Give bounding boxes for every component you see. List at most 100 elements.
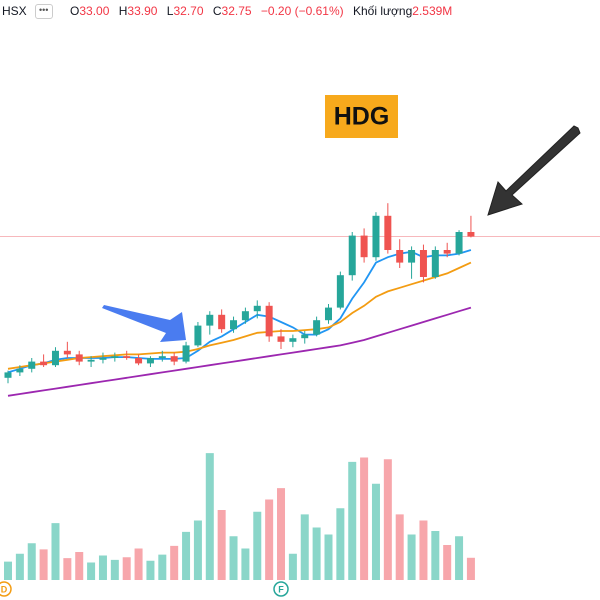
volume-bar — [431, 531, 440, 580]
volume-bar — [110, 559, 119, 580]
volume-bar — [122, 557, 131, 580]
volume-bar — [253, 511, 262, 580]
candle-body — [360, 235, 368, 258]
candle-body — [384, 215, 392, 250]
open-label: O — [70, 4, 80, 18]
event-marker-label: F — [278, 584, 284, 594]
candle-body — [408, 250, 416, 263]
volume-bar — [15, 553, 24, 580]
ma-line — [7, 249, 472, 374]
volume-bar — [4, 561, 12, 580]
volume-bar — [312, 527, 321, 580]
ma-line — [7, 306, 472, 397]
candle-body — [336, 275, 344, 308]
candle-body — [313, 320, 321, 335]
volume-label: Khối lượng — [352, 4, 413, 18]
candle-body — [372, 215, 380, 258]
candle-body — [170, 356, 178, 362]
candle-body — [289, 338, 297, 342]
candle-body — [16, 368, 24, 373]
volume-bar — [27, 543, 36, 580]
candle-body — [396, 250, 404, 263]
candle-body — [28, 361, 36, 369]
volume-bar — [407, 534, 416, 580]
volume-bar — [383, 459, 392, 580]
volume-bar — [170, 545, 179, 580]
candle-body — [431, 250, 439, 277]
volume-bar — [443, 545, 452, 580]
volume-bar — [324, 534, 333, 580]
candle-body — [277, 336, 285, 342]
event-marker-label: D — [1, 584, 8, 594]
title-box — [325, 95, 398, 138]
blue-arrow — [102, 305, 186, 342]
volume-bar — [395, 514, 404, 580]
volume-bar — [336, 508, 345, 580]
candle-body — [146, 358, 154, 364]
volume-bar — [360, 457, 369, 580]
volume-bar — [205, 453, 214, 580]
low-label: L — [166, 4, 174, 18]
close-label: C — [212, 4, 222, 18]
candle-body — [40, 361, 48, 366]
candle-body — [51, 350, 59, 366]
volume-bar — [98, 555, 107, 580]
low-value: 32.70 — [173, 4, 204, 18]
volume-bar — [348, 461, 357, 580]
candle-body — [87, 359, 95, 362]
volume-bar — [63, 558, 72, 580]
candle-body — [111, 356, 119, 358]
close-value: 32.75 — [221, 4, 252, 18]
volume-bar — [193, 520, 202, 580]
high-value: 33.90 — [127, 4, 158, 18]
candle-body — [455, 232, 463, 254]
candle-body — [265, 305, 273, 337]
candle-body — [75, 354, 83, 362]
volume-bar — [300, 514, 309, 580]
volume-bar — [217, 510, 226, 580]
candle-body — [182, 345, 190, 362]
candle-body — [123, 356, 131, 358]
open-value: 33.00 — [79, 4, 110, 18]
exchange: HSX — [2, 4, 27, 18]
volume-bar — [455, 536, 464, 580]
candle-body — [206, 314, 214, 326]
candle-body — [99, 358, 107, 360]
ma-line — [7, 261, 472, 370]
volume-bar — [158, 554, 167, 580]
event-marker — [0, 581, 12, 597]
chart-title: HDG — [334, 103, 390, 131]
black-arrow — [487, 125, 581, 216]
change: −0.20 (−0.61%) — [260, 4, 344, 18]
volume-bar — [39, 549, 48, 580]
candle-body — [158, 356, 166, 358]
candle-body — [443, 250, 451, 254]
volume-value: 2.539M — [412, 4, 453, 18]
volume-bar — [229, 536, 238, 580]
candle-body — [218, 314, 226, 330]
volume-bar — [75, 552, 84, 580]
settings-icon[interactable]: ••• — [34, 4, 53, 20]
high-label: H — [118, 4, 128, 18]
volume-bar — [466, 557, 475, 580]
volume-bar — [87, 562, 96, 580]
candle-body — [253, 305, 261, 312]
candle-body — [4, 372, 12, 378]
candle-body — [467, 232, 475, 237]
candle-body — [63, 350, 71, 355]
candle-body — [301, 334, 309, 339]
header: HSX ••• O33.00 H33.90 L32.70 C32.75 −0.20… — [2, 4, 458, 20]
volume-bar — [419, 520, 428, 580]
volume-bar — [371, 483, 380, 580]
candle-body — [419, 250, 427, 277]
candle-body — [230, 320, 238, 330]
volume-bar — [182, 531, 191, 580]
candle-body — [348, 235, 356, 276]
candle-body — [241, 311, 249, 321]
event-marker — [273, 581, 289, 597]
volume-bar — [146, 560, 155, 580]
volume-bar — [277, 488, 286, 580]
volume-bar — [288, 553, 297, 580]
